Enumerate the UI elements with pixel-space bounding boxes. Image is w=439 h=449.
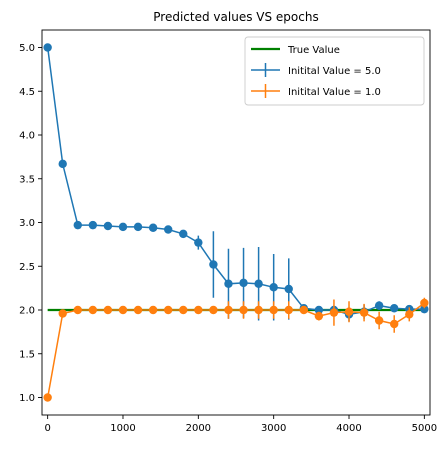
data-point bbox=[314, 311, 324, 321]
data-point bbox=[254, 305, 263, 315]
data-point bbox=[254, 279, 263, 288]
y-tick-label: 1.5 bbox=[19, 349, 35, 360]
data-point bbox=[209, 260, 218, 269]
data-point bbox=[58, 309, 67, 318]
data-point bbox=[269, 305, 278, 315]
data-point bbox=[194, 238, 203, 247]
plot-area bbox=[43, 43, 429, 402]
x-tick-label: 3000 bbox=[261, 423, 286, 434]
x-tick-label: 1000 bbox=[110, 423, 135, 434]
data-point bbox=[224, 305, 233, 315]
data-point bbox=[88, 305, 98, 315]
y-tick-label: 2.5 bbox=[19, 262, 35, 273]
data-point bbox=[88, 220, 98, 230]
legend: True Value Initital Value = 5.0 Initital V… bbox=[244, 36, 425, 106]
data-point bbox=[374, 316, 384, 325]
data-point bbox=[148, 305, 158, 315]
y-axis: 1.0 1.5 2.0 2.5 3.0 3.5 4.0 4.5 5.0 bbox=[19, 43, 42, 404]
data-point bbox=[133, 305, 143, 315]
data-point bbox=[133, 222, 143, 232]
data-point bbox=[118, 222, 128, 232]
data-point bbox=[43, 43, 52, 52]
x-tick-label: 4000 bbox=[336, 423, 361, 434]
data-point bbox=[179, 305, 188, 315]
data-point bbox=[284, 284, 293, 294]
data-point bbox=[269, 283, 278, 292]
chart-title: Predicted values VS epochs bbox=[153, 10, 318, 24]
x-tick-label: 5000 bbox=[412, 423, 437, 434]
data-point bbox=[209, 305, 218, 315]
x-axis: 0 1000 2000 3000 4000 5000 bbox=[44, 415, 437, 434]
data-point bbox=[374, 301, 384, 310]
data-point bbox=[420, 298, 429, 308]
data-point bbox=[390, 304, 399, 313]
legend-label: True Value bbox=[287, 45, 340, 56]
data-point bbox=[359, 308, 369, 317]
data-point bbox=[58, 159, 67, 169]
data-point bbox=[179, 229, 188, 239]
x-tick-label: 0 bbox=[44, 423, 50, 434]
data-point bbox=[344, 307, 354, 316]
data-point bbox=[239, 278, 248, 288]
y-tick-label: 5.0 bbox=[19, 43, 35, 54]
data-point bbox=[118, 305, 128, 315]
data-point bbox=[420, 304, 429, 314]
y-tick-label: 3.0 bbox=[19, 218, 35, 229]
data-point bbox=[405, 310, 414, 319]
data-point bbox=[163, 305, 173, 315]
data-point bbox=[329, 308, 339, 317]
legend-box bbox=[244, 36, 425, 106]
y-tick-label: 1.0 bbox=[19, 393, 35, 404]
legend-label: Initital Value = 1.0 bbox=[288, 87, 381, 98]
data-point bbox=[43, 393, 52, 402]
y-tick-label: 3.5 bbox=[19, 174, 35, 185]
y-tick-label: 2.0 bbox=[19, 306, 35, 317]
series-2 bbox=[43, 297, 429, 402]
data-point bbox=[73, 305, 82, 315]
data-point bbox=[194, 305, 203, 315]
data-point bbox=[103, 221, 113, 231]
data-point bbox=[73, 220, 82, 230]
data-point bbox=[239, 305, 248, 315]
y-tick-label: 4.0 bbox=[19, 131, 35, 142]
data-point bbox=[148, 223, 158, 232]
series-line bbox=[46, 302, 425, 398]
data-point bbox=[390, 319, 399, 329]
x-tick-label: 2000 bbox=[186, 423, 211, 434]
data-point bbox=[224, 279, 233, 288]
legend-label: Initital Value = 5.0 bbox=[288, 66, 381, 77]
data-point bbox=[314, 305, 324, 315]
data-point bbox=[163, 225, 173, 234]
data-point bbox=[299, 305, 309, 315]
y-tick-label: 4.5 bbox=[19, 87, 35, 98]
data-point bbox=[103, 305, 113, 315]
data-point bbox=[284, 305, 293, 315]
